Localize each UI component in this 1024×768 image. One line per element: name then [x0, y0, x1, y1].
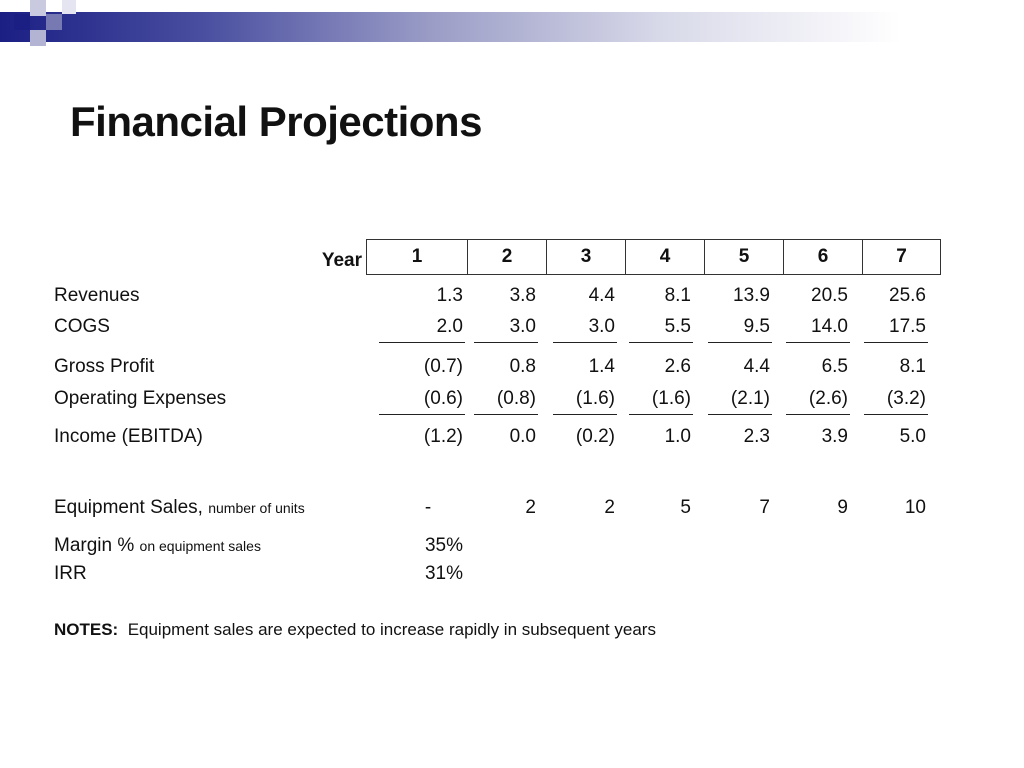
table-cell: 1.4: [588, 356, 615, 377]
table-cell: (0.8): [496, 388, 536, 409]
year-cell-1: 1: [411, 246, 423, 267]
table-cell: 10: [904, 497, 926, 518]
year-cell-5: 5: [704, 240, 783, 274]
subtotal-underline: [708, 342, 772, 343]
table-cell: 20.5: [811, 285, 848, 306]
subtotal-underline: [708, 414, 772, 415]
table-cell: 3.9: [821, 426, 848, 447]
table-cell: -: [424, 497, 432, 518]
subtotal-underline: [474, 342, 538, 343]
row-label-subtext: on equipment sales: [139, 538, 261, 554]
subtotal-underline: [864, 342, 928, 343]
row-label-7: Margin % on equipment sales: [54, 535, 261, 557]
table-cell: 35%: [424, 535, 463, 556]
row-label-6: Equipment Sales, number of units: [54, 497, 305, 519]
year-cell-3: 3: [546, 240, 625, 274]
table-cell: 5: [680, 497, 691, 518]
table-cell: 6.5: [821, 356, 848, 377]
subtotal-underline: [786, 342, 850, 343]
year-cell-4: 4: [625, 240, 704, 274]
row-label-text: COGS: [54, 316, 110, 337]
table-cell: (0.6): [423, 388, 463, 409]
table-cell: 14.0: [811, 316, 848, 337]
subtotal-underline: [864, 414, 928, 415]
table-cell: (3.2): [886, 388, 926, 409]
table-cell: 8.1: [899, 356, 926, 377]
table-cell: 9.5: [743, 316, 770, 337]
table-cell: 3.0: [588, 316, 615, 337]
table-cell: 7: [759, 497, 770, 518]
row-label-1: Revenues: [54, 285, 140, 307]
subtotal-underline: [379, 414, 465, 415]
year-cell-2: 2: [467, 240, 546, 274]
table-cell: 2.0: [436, 316, 463, 337]
row-label-text: IRR: [54, 563, 87, 584]
table-cell: 2.3: [743, 426, 770, 447]
table-cell: 25.6: [889, 285, 926, 306]
table-cell: 9: [837, 497, 848, 518]
row-label-text: Gross Profit: [54, 356, 155, 377]
table-cell: (2.6): [808, 388, 848, 409]
row-label-4: Operating Expenses: [54, 388, 226, 410]
table-cell: 3.8: [509, 285, 536, 306]
row-label-subtext: number of units: [208, 500, 305, 516]
year-cell-7: 7: [862, 240, 940, 274]
row-label-text: Revenues: [54, 285, 140, 306]
table-cell: 0.0: [509, 426, 536, 447]
notes-text: Equipment sales are expected to increase…: [127, 620, 656, 639]
table-cell: 31%: [424, 563, 463, 584]
subtotal-underline: [379, 342, 465, 343]
notes: NOTES: Equipment sales are expected to i…: [54, 620, 656, 640]
table-cell: 3.0: [509, 316, 536, 337]
table-cell: 13.9: [733, 285, 770, 306]
year-cell-6: 6: [783, 240, 862, 274]
table-cell: 0.8: [509, 356, 536, 377]
header-square-pale: [30, 30, 46, 46]
table-cell: 5.0: [899, 426, 926, 447]
subtotal-underline: [629, 414, 693, 415]
row-label-3: Gross Profit: [54, 356, 154, 378]
table-cell: (0.2): [575, 426, 615, 447]
subtotal-underline: [474, 414, 538, 415]
year-label: Year: [321, 250, 362, 271]
header-square-light: [30, 0, 46, 16]
header-gradient-band: [0, 12, 1024, 42]
table-cell: 5.5: [664, 316, 691, 337]
subtotal-underline: [629, 342, 693, 343]
table-cell: (2.1): [730, 388, 770, 409]
row-label-text: Margin %: [54, 535, 135, 556]
row-label-8: IRR: [54, 563, 87, 585]
table-cell: 1.3: [436, 285, 463, 306]
table-cell: 2.6: [664, 356, 691, 377]
table-cell: 8.1: [664, 285, 691, 306]
header-square-mid: [46, 14, 62, 30]
header-square-white: [62, 0, 76, 14]
row-label-text: Income (EBITDA): [54, 426, 203, 447]
page-title: Financial Projections: [70, 98, 482, 145]
table-cell: (1.6): [575, 388, 615, 409]
subtotal-underline: [786, 414, 850, 415]
row-label-text: Operating Expenses: [54, 388, 227, 409]
row-label-text: Equipment Sales,: [54, 497, 203, 518]
table-cell: 4.4: [588, 285, 615, 306]
table-cell: 2: [604, 497, 615, 518]
table-cell: (0.7): [423, 356, 463, 377]
table-cell: 4.4: [743, 356, 770, 377]
row-label-5: Income (EBITDA): [54, 426, 203, 448]
table-cell: (1.6): [651, 388, 691, 409]
header-square-dark: [14, 14, 30, 30]
table-cell: 2: [525, 497, 536, 518]
subtotal-underline: [553, 342, 617, 343]
subtotal-underline: [553, 414, 617, 415]
table-cell: (1.2): [423, 426, 463, 447]
row-label-2: COGS: [54, 316, 110, 338]
table-cell: 1.0: [664, 426, 691, 447]
table-cell: 17.5: [889, 316, 926, 337]
notes-label: NOTES:: [54, 620, 119, 639]
